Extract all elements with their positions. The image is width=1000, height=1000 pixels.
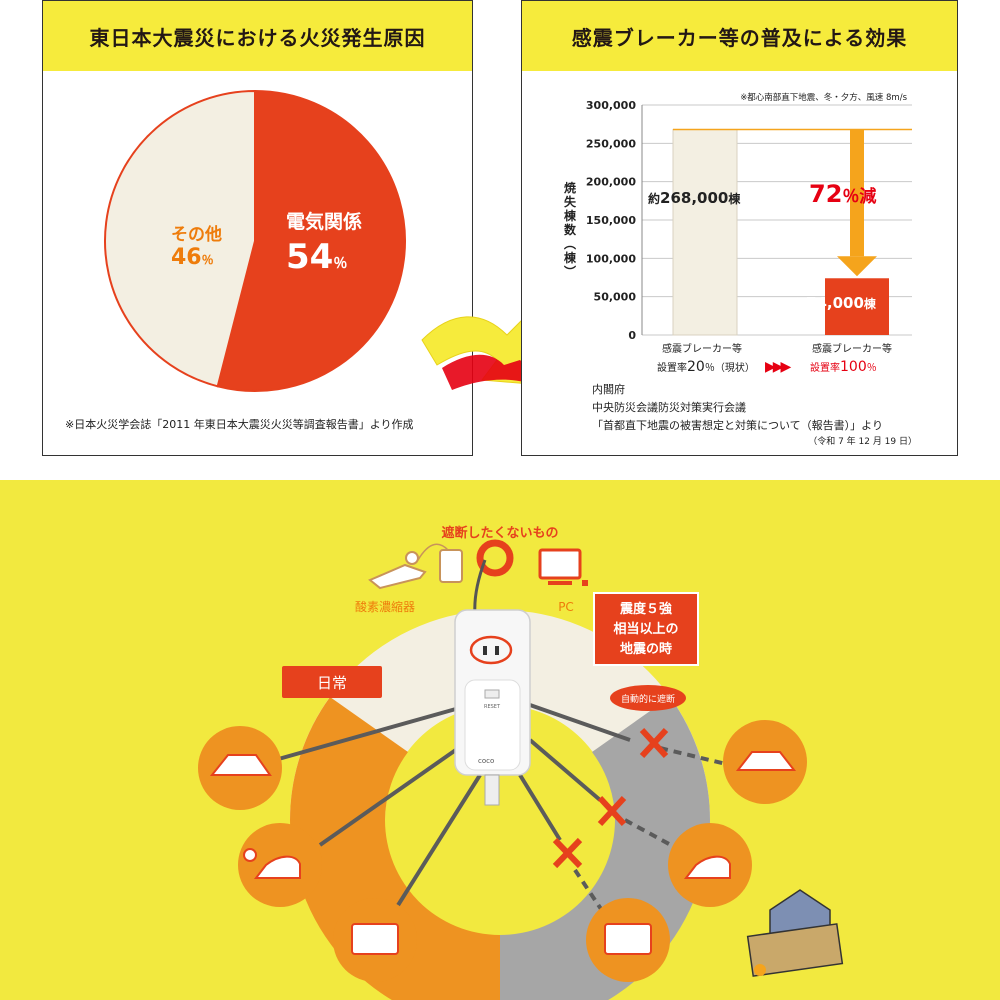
reduction-arrow-icon: [837, 256, 877, 277]
pie-slice: [216, 89, 406, 392]
top-arc-title: 遮断したくないもの: [441, 525, 558, 541]
y-tick-label: 300,000: [586, 99, 636, 112]
install-rate-current: 設置率20％（現状）: [657, 359, 755, 375]
heater-icon-normal-2: [333, 898, 417, 982]
quake-breaker-device: RESET coco: [454, 609, 531, 806]
quake-label-box: [593, 592, 699, 666]
source-line-3: 「首都直下地震の被害想定と対策について（報告書）」より: [592, 419, 883, 432]
y-tick-label: 250,000: [586, 137, 636, 150]
y-tick-label: 50,000: [594, 291, 637, 304]
iron-icon-cut: [668, 823, 752, 907]
device-brand: coco: [478, 757, 494, 765]
iron-icon-normal: [238, 823, 322, 907]
bar-value-label-full: 約74,000棟: [794, 294, 876, 312]
auto-cut-badge: [610, 685, 686, 711]
collapsed-house-icon: [746, 889, 844, 977]
bar-chart-title: 感震ブレーカー等の普及による効果: [522, 1, 957, 71]
y-tick-label: 200,000: [586, 176, 636, 189]
normal-label-box: [282, 666, 382, 698]
bar-chart: 0 50,000 100,000 150,000 200,000 250,000 300,0…: [586, 99, 912, 342]
heater-icon-cut-1: [723, 720, 807, 804]
power-lines-cut: [518, 703, 731, 917]
y-tick-label: 150,000: [586, 214, 636, 227]
normal-label: 日常: [317, 674, 347, 692]
source-line-2: 中央防災会議防災対策実行会議: [592, 401, 746, 414]
pc-icon: [538, 548, 588, 586]
install-rate-full: 設置率100％: [810, 359, 877, 375]
slice-label-other: その他: [171, 225, 222, 245]
slice-value-electric: 54％: [286, 237, 348, 277]
x-tick-current: 感震ブレーカー等: [662, 344, 742, 355]
source-line-1: 内閣府: [592, 383, 625, 396]
device-reset-label: RESET: [484, 704, 501, 710]
y-axis-label: 焼失棟数 ︵ 棟 ︶: [563, 181, 576, 279]
pie-chart-title: 東日本大震災における火災発生原因: [43, 1, 472, 71]
reduction-arrow-shaft: [850, 129, 864, 257]
bar: [672, 129, 738, 336]
pie-slice: [104, 89, 256, 388]
slice-value-other: 46％: [171, 245, 214, 270]
quake-label-line: 震度５強: [619, 601, 672, 617]
power-lines-normal: [274, 703, 482, 912]
fire-cause-panel: 東日本大震災における火災発生原因 電気関係 54％ その他 46％ ※日本火災学…: [42, 0, 473, 456]
y-tick-label: 0: [628, 329, 636, 342]
breaker-diagram: 遮断したくないもの 酸素濃縮器 PC 日常 震度５強 相当以上の 地震の時 自動…: [0, 480, 1000, 1000]
scenario-note: ※都心南部直下地震、冬・夕方、風速 8m/s: [740, 93, 907, 103]
triple-arrow-icon: ▶▶▶: [765, 359, 791, 375]
heater-icon-normal-1: [198, 726, 282, 810]
heater-icon-cut-2: [586, 898, 670, 982]
y-tick-label: 100,000: [586, 252, 636, 265]
ring-target-icon: [476, 539, 514, 577]
auto-cut-label: 自動的に遮断: [621, 693, 675, 705]
bar: [825, 278, 889, 335]
quake-label-line: 地震の時: [620, 641, 672, 657]
effect-panel: 感震ブレーカー等の普及による効果 ※都心南部直下地震、冬・夕方、風速 8m/s …: [521, 0, 958, 456]
pie-chart: [104, 89, 406, 392]
slice-label-electric: 電気関係: [286, 211, 363, 233]
pie-source-note: ※日本火災学会誌「2011 年東日本大震災火災等調査報告書」より作成: [65, 418, 414, 431]
oxygen-concentrator-icon: [368, 543, 463, 590]
bar-value-label-current: 約268,000棟: [648, 189, 741, 207]
pc-label: PC: [558, 600, 574, 614]
reduction-label: 72％減: [809, 180, 877, 208]
oxygen-label: 酸素濃縮器: [355, 599, 415, 614]
quake-label-line: 相当以上の: [613, 621, 678, 637]
cut-x-icon: [552, 727, 669, 869]
source-date: （令和 7 年 12 月 19 日）: [808, 437, 917, 447]
x-tick-full: 感震ブレーカー等: [812, 344, 892, 355]
